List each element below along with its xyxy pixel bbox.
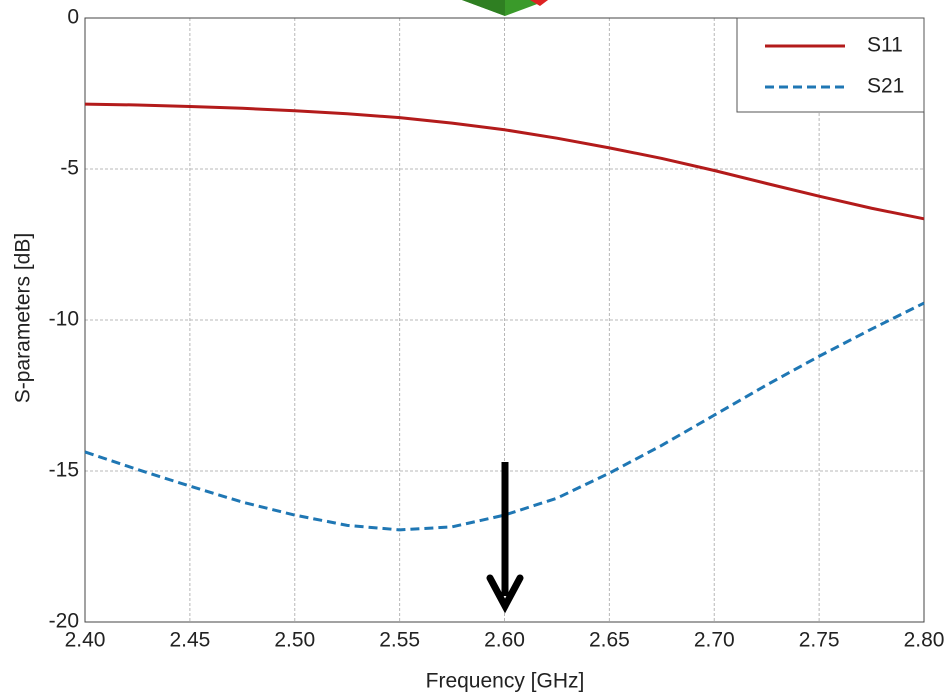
y-tick-label: -20 [49, 610, 79, 633]
y-axis-label: S-parameters [dB] [12, 233, 35, 403]
x-tick-label: 2.40 [65, 629, 106, 652]
annotation-arrow [486, 462, 524, 614]
x-axis-label: Frequency [GHz] [426, 670, 585, 693]
x-tick-label: 2.75 [799, 629, 840, 652]
cube-icon [462, 0, 548, 16]
plot-frame [84, 17, 925, 623]
legend-box [736, 17, 925, 113]
y-tick-label: -5 [60, 157, 79, 180]
x-tick-label: 2.80 [904, 629, 945, 652]
x-tick-label: 2.65 [589, 629, 630, 652]
plot-area: 2.40 2.45 2.50 2.55 2.60 2.65 2.70 2.75 2.80 0 -5 -… [49, 6, 945, 652]
series-line [84, 102, 925, 221]
legend-label: S11 [867, 34, 903, 57]
y-tick-label: -10 [49, 308, 79, 331]
x-tick-label: 2.70 [694, 629, 735, 652]
x-tick-label: 2.45 [169, 629, 210, 652]
legend: S11 S21 [736, 17, 925, 113]
series-line [84, 301, 925, 532]
y-tick-label: -15 [49, 459, 79, 482]
legend-label: S21 [867, 75, 904, 98]
x-tick-label: 2.60 [484, 629, 525, 652]
x-tick-label: 2.50 [274, 629, 315, 652]
x-tick-label: 2.55 [379, 629, 420, 652]
y-tick-label: 0 [67, 6, 79, 29]
